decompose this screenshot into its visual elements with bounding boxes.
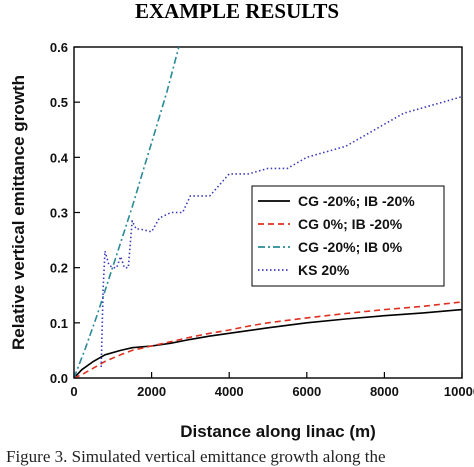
figure-caption: Figure 3. Simulated vertical emittance g… <box>6 447 386 466</box>
x-tick-label: 6000 <box>292 384 321 399</box>
legend-label: CG -20%; IB -20% <box>298 193 415 209</box>
page-heading: EXAMPLE RESULTS <box>135 0 339 23</box>
y-axis-label: Relative vertical emittance growth <box>9 75 28 350</box>
x-tick-label: 4000 <box>215 384 244 399</box>
series-layer <box>74 47 462 378</box>
x-tick-label: 0 <box>70 384 77 399</box>
legend-label: CG 0%; IB -20% <box>298 216 403 232</box>
y-tick-label: 0.3 <box>50 206 68 221</box>
legend-label: CG -20%; IB 0% <box>298 239 403 255</box>
series-line-1 <box>74 308 462 378</box>
y-tick-label: 0.6 <box>50 40 68 55</box>
series-line-2 <box>74 301 462 378</box>
x-axis-label: Distance along linac (m) <box>180 422 376 441</box>
series-line-3 <box>74 47 180 378</box>
y-tick-label: 0.5 <box>50 95 68 110</box>
y-tick-label: 0.4 <box>50 150 69 165</box>
legend-box <box>251 185 445 287</box>
y-tick-label: 0.1 <box>50 316 68 331</box>
x-tick-label: 8000 <box>370 384 399 399</box>
legend-label: KS 20% <box>298 262 350 278</box>
y-tick-label: 0.2 <box>50 261 68 276</box>
x-tick-label: 2000 <box>137 384 166 399</box>
y-tick-label: 0.0 <box>50 371 68 386</box>
legend: CG -20%; IB -20% CG 0%; IB -20% CG -20%; I… <box>251 185 445 287</box>
